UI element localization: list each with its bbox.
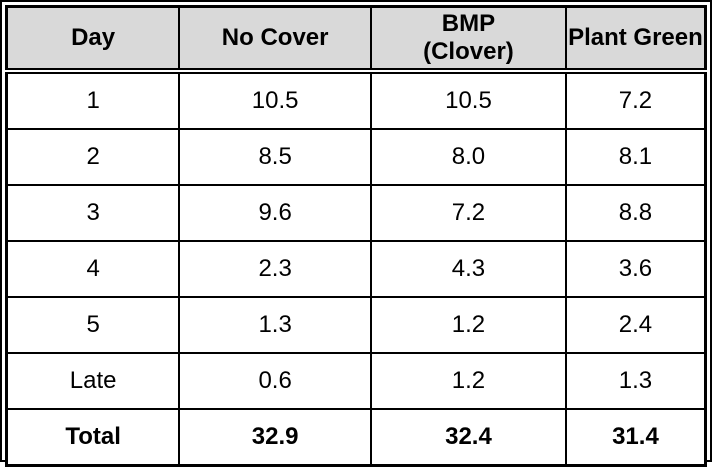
cell-bmp-clover: 7.2: [370, 184, 567, 242]
cell-day: 5: [5, 296, 181, 354]
table-row: 5 1.3 1.2 2.4: [5, 296, 707, 354]
data-table: Day No Cover BMP (Clover) Plant Green 1 …: [5, 5, 707, 467]
cell-no-cover: 1.3: [178, 296, 373, 354]
cell-plant-green: 2.4: [564, 296, 707, 354]
cell-no-cover-total: 32.9: [178, 408, 373, 467]
cell-bmp-clover: 1.2: [370, 352, 567, 410]
cell-plant-green: 7.2: [564, 70, 707, 130]
table-body: 1 10.5 10.5 7.2 2 8.5 8.0 8.1 3 9.6 7.2 …: [5, 70, 707, 467]
cell-bmp-clover: 1.2: [370, 296, 567, 354]
table-header: Day No Cover BMP (Clover) Plant Green: [5, 5, 707, 74]
cell-plant-green: 1.3: [564, 352, 707, 410]
cell-bmp-clover: 4.3: [370, 240, 567, 298]
cell-day: 2: [5, 128, 181, 186]
table-row: Late 0.6 1.2 1.3: [5, 352, 707, 410]
cell-no-cover: 8.5: [178, 128, 373, 186]
cell-plant-green: 8.1: [564, 128, 707, 186]
cell-day: 4: [5, 240, 181, 298]
cell-plant-green: 8.8: [564, 184, 707, 242]
cell-plant-green-total: 31.4: [564, 408, 707, 467]
header-row: Day No Cover BMP (Clover) Plant Green: [5, 5, 707, 74]
cell-bmp-clover: 10.5: [370, 70, 567, 130]
cell-no-cover: 2.3: [178, 240, 373, 298]
header-cell-no-cover: No Cover: [178, 5, 373, 74]
header-cell-plant-green: Plant Green: [564, 5, 707, 74]
cell-no-cover: 10.5: [178, 70, 373, 130]
cell-bmp-clover: 8.0: [370, 128, 567, 186]
table-row-total: Total 32.9 32.4 31.4: [5, 408, 707, 467]
table-row: 1 10.5 10.5 7.2: [5, 70, 707, 130]
header-cell-day: Day: [5, 5, 181, 74]
table-row: 4 2.3 4.3 3.6: [5, 240, 707, 298]
cell-day: Late: [5, 352, 181, 410]
cell-no-cover: 9.6: [178, 184, 373, 242]
cell-day: 3: [5, 184, 181, 242]
cell-day-total-label: Total: [5, 408, 181, 467]
cell-plant-green: 3.6: [564, 240, 707, 298]
table-row: 3 9.6 7.2 8.8: [5, 184, 707, 242]
cell-bmp-clover-total: 32.4: [370, 408, 567, 467]
cell-no-cover: 0.6: [178, 352, 373, 410]
table-row: 2 8.5 8.0 8.1: [5, 128, 707, 186]
cell-day: 1: [5, 70, 181, 130]
header-cell-bmp-clover: BMP (Clover): [370, 5, 567, 74]
